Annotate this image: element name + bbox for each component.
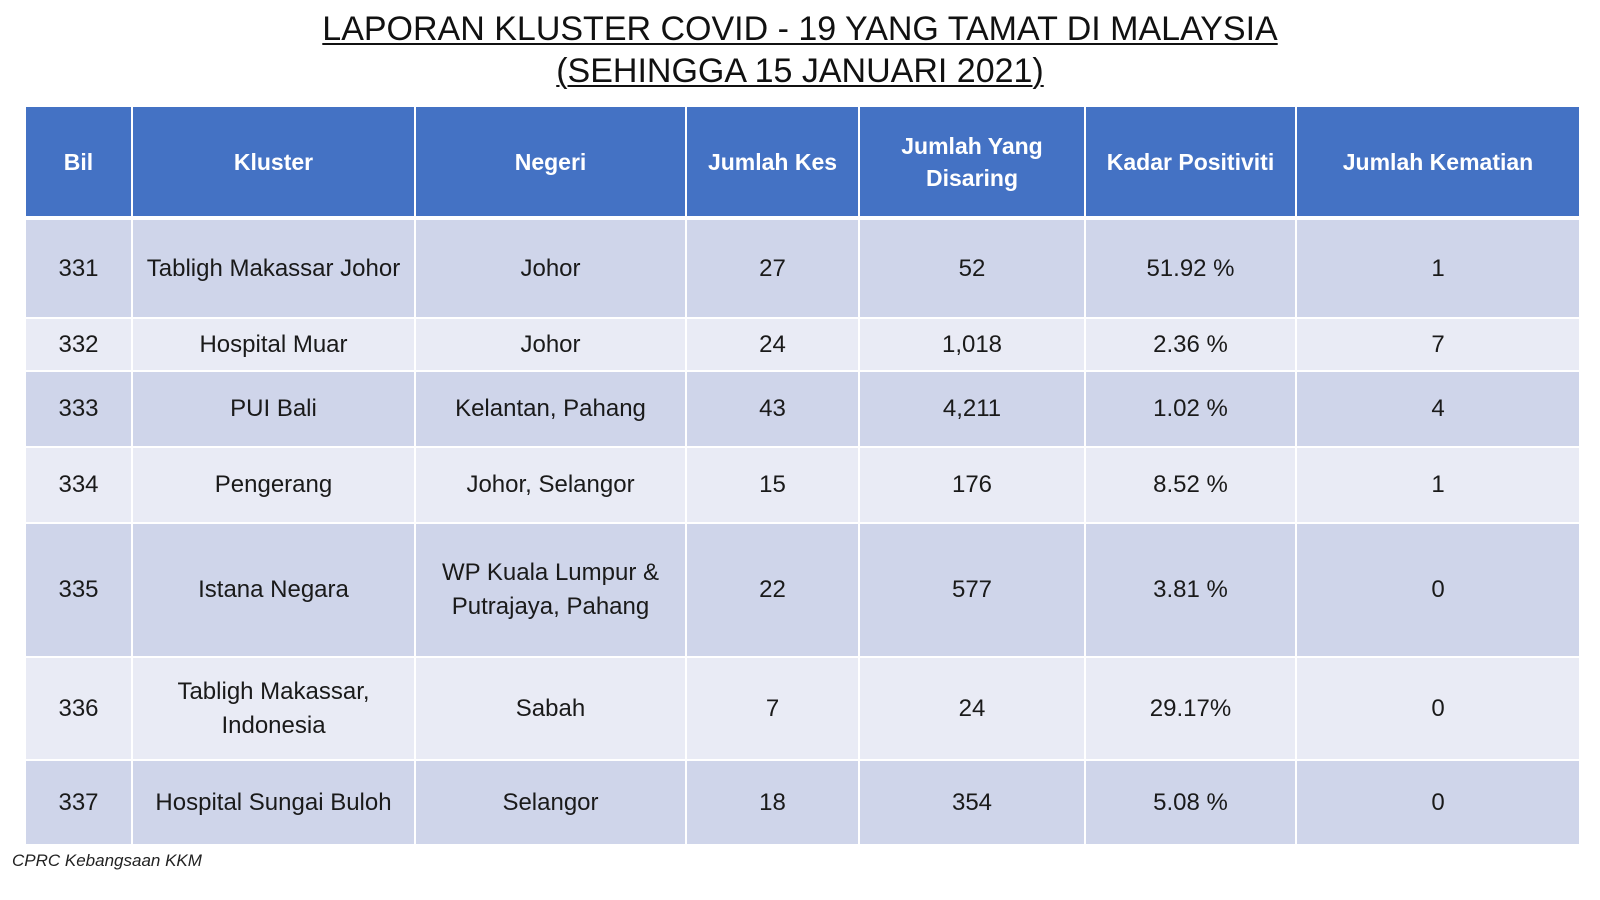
cell-jumlah-kematian: 4 [1295, 370, 1581, 448]
cell-kluster: Tabligh Makassar Johor [131, 217, 416, 319]
table-row: 334 Pengerang Johor, Selangor 15 176 8.5… [24, 446, 1581, 524]
header-negeri: Negeri [414, 105, 687, 220]
cell-negeri: WP Kuala Lumpur & Putrajaya, Pahang [414, 522, 687, 658]
title-line-2: (SEHINGGA 15 JANUARI 2021) [556, 52, 1044, 90]
cell-kadar-positiviti: 8.52 % [1084, 446, 1297, 524]
source-footer: CPRC Kebangsaan KKM [12, 851, 202, 870]
cell-negeri: Johor, Selangor [414, 446, 687, 524]
cell-jumlah-kematian: 1 [1295, 446, 1581, 524]
table-row: 331 Tabligh Makassar Johor Johor 27 52 5… [24, 217, 1581, 319]
cell-jumlah-disaring: 577 [858, 522, 1086, 658]
cell-bil: 335 [24, 522, 133, 658]
table-row: 337 Hospital Sungai Buloh Selangor 18 35… [24, 759, 1581, 846]
cell-kadar-positiviti: 2.36 % [1084, 317, 1297, 372]
cell-jumlah-disaring: 4,211 [858, 370, 1086, 448]
cell-jumlah-kes: 27 [685, 217, 860, 319]
cell-kluster: Pengerang [131, 446, 416, 524]
cell-negeri: Kelantan, Pahang [414, 370, 687, 448]
cell-jumlah-kes: 43 [685, 370, 860, 448]
cell-bil: 334 [24, 446, 133, 524]
cell-kadar-positiviti: 1.02 % [1084, 370, 1297, 448]
cell-jumlah-kematian: 1 [1295, 217, 1581, 319]
cell-bil: 332 [24, 317, 133, 372]
cell-negeri: Sabah [414, 656, 687, 761]
cell-jumlah-disaring: 354 [858, 759, 1086, 846]
cell-kluster: Hospital Muar [131, 317, 416, 372]
cell-jumlah-kematian: 7 [1295, 317, 1581, 372]
cell-negeri: Johor [414, 217, 687, 319]
header-kluster: Kluster [131, 105, 416, 220]
cell-jumlah-kes: 18 [685, 759, 860, 846]
cell-jumlah-disaring: 24 [858, 656, 1086, 761]
title-line-1: LAPORAN KLUSTER COVID - 19 YANG TAMAT DI… [322, 10, 1278, 48]
cell-negeri: Johor [414, 317, 687, 372]
cell-bil: 337 [24, 759, 133, 846]
cell-kadar-positiviti: 5.08 % [1084, 759, 1297, 846]
table-row: 336 Tabligh Makassar, Indonesia Sabah 7 … [24, 656, 1581, 761]
cell-jumlah-disaring: 52 [858, 217, 1086, 319]
cell-jumlah-kematian: 0 [1295, 656, 1581, 761]
cell-jumlah-kematian: 0 [1295, 759, 1581, 846]
cell-kluster: PUI Bali [131, 370, 416, 448]
cell-jumlah-kes: 22 [685, 522, 860, 658]
cell-jumlah-kematian: 0 [1295, 522, 1581, 658]
table-row: 332 Hospital Muar Johor 24 1,018 2.36 % … [24, 317, 1581, 372]
cell-jumlah-kes: 24 [685, 317, 860, 372]
header-jumlah-kes: Jumlah Kes [685, 105, 860, 220]
table-header-row: Bil Kluster Negeri Jumlah Kes Jumlah Yan… [24, 105, 1581, 220]
header-bil: Bil [24, 105, 133, 220]
cell-kadar-positiviti: 29.17% [1084, 656, 1297, 761]
report-title: LAPORAN KLUSTER COVID - 19 YANG TAMAT DI… [0, 8, 1600, 92]
cell-kluster: Istana Negara [131, 522, 416, 658]
cluster-table-container: Bil Kluster Negeri Jumlah Kes Jumlah Yan… [24, 105, 1581, 846]
cell-jumlah-kes: 15 [685, 446, 860, 524]
header-jumlah-disaring: Jumlah Yang Disaring [858, 105, 1086, 220]
cell-kluster: Tabligh Makassar, Indonesia [131, 656, 416, 761]
table-row: 335 Istana Negara WP Kuala Lumpur & Putr… [24, 522, 1581, 658]
header-jumlah-kematian: Jumlah Kematian [1295, 105, 1581, 220]
cell-kadar-positiviti: 51.92 % [1084, 217, 1297, 319]
table-row: 333 PUI Bali Kelantan, Pahang 43 4,211 1… [24, 370, 1581, 448]
cell-jumlah-disaring: 1,018 [858, 317, 1086, 372]
cell-jumlah-kes: 7 [685, 656, 860, 761]
cell-bil: 331 [24, 217, 133, 319]
cell-kluster: Hospital Sungai Buloh [131, 759, 416, 846]
cell-bil: 333 [24, 370, 133, 448]
cell-kadar-positiviti: 3.81 % [1084, 522, 1297, 658]
cell-bil: 336 [24, 656, 133, 761]
cell-jumlah-disaring: 176 [858, 446, 1086, 524]
header-kadar-positiviti: Kadar Positiviti [1084, 105, 1297, 220]
cell-negeri: Selangor [414, 759, 687, 846]
cluster-table: Bil Kluster Negeri Jumlah Kes Jumlah Yan… [24, 105, 1581, 846]
